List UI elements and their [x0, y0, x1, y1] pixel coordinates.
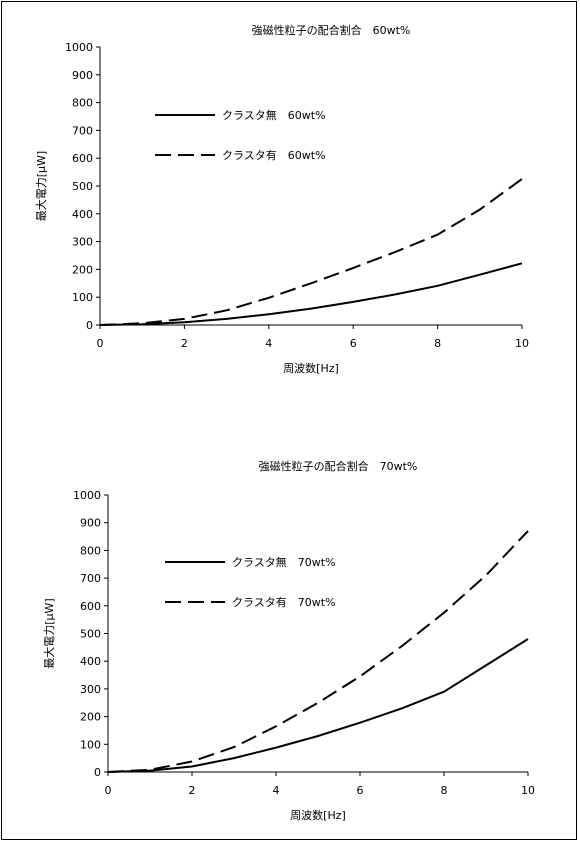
legend-label: クラスタ無 60wt% — [222, 108, 326, 122]
series-line-no-cluster — [99, 262, 523, 326]
x-tick-label: 2 — [189, 784, 196, 797]
x-axis-label: 周波数[Hz] — [290, 809, 346, 822]
y-tick-label: 500 — [72, 180, 93, 193]
chart-2: 強磁性粒子の配合割合 70wt%010020030040050060070080… — [42, 459, 535, 822]
x-tick-label: 8 — [441, 784, 448, 797]
y-axis-label: 最大電力[μW] — [34, 151, 48, 221]
series-line-no-cluster — [107, 638, 529, 773]
y-tick-label: 100 — [80, 738, 101, 751]
chart-1: 強磁性粒子の配合割合 60wt%010020030040050060070080… — [34, 23, 529, 375]
chart-title: 強磁性粒子の配合割合 60wt% — [252, 23, 411, 37]
x-tick-label: 0 — [97, 337, 104, 350]
legend-label: クラスタ無 70wt% — [232, 555, 336, 569]
y-tick-label: 900 — [72, 69, 93, 82]
y-tick-label: 1000 — [73, 489, 101, 502]
legend-label: クラスタ有 70wt% — [232, 595, 336, 609]
x-tick-label: 10 — [515, 337, 529, 350]
y-tick-label: 400 — [80, 655, 101, 668]
x-axis-label: 周波数[Hz] — [283, 362, 339, 375]
y-tick-label: 700 — [80, 572, 101, 585]
legend-label: クラスタ有 60wt% — [222, 148, 326, 162]
y-tick-label: 800 — [72, 97, 93, 110]
x-tick-label: 4 — [273, 784, 280, 797]
x-tick-label: 4 — [265, 337, 272, 350]
x-tick-label: 6 — [350, 337, 357, 350]
y-tick-label: 0 — [86, 319, 93, 332]
y-tick-label: 200 — [72, 263, 93, 276]
x-tick-label: 6 — [357, 784, 364, 797]
y-tick-label: 600 — [80, 600, 101, 613]
y-tick-label: 700 — [72, 124, 93, 137]
y-tick-label: 200 — [80, 711, 101, 724]
y-tick-label: 1000 — [65, 41, 93, 54]
y-tick-label: 800 — [80, 544, 101, 557]
y-tick-label: 0 — [94, 766, 101, 779]
x-tick-label: 0 — [105, 784, 112, 797]
x-tick-label: 2 — [181, 337, 188, 350]
x-tick-label: 10 — [521, 784, 535, 797]
chart-title: 強磁性粒子の配合割合 70wt% — [259, 459, 418, 473]
y-tick-label: 400 — [72, 208, 93, 221]
y-axis-label: 最大電力[μW] — [42, 598, 56, 668]
y-tick-label: 300 — [72, 236, 93, 249]
y-tick-label: 600 — [72, 152, 93, 165]
y-tick-label: 300 — [80, 683, 101, 696]
series-line-with-cluster — [107, 530, 529, 773]
y-tick-label: 900 — [80, 517, 101, 530]
y-tick-label: 500 — [80, 628, 101, 641]
y-tick-label: 100 — [72, 291, 93, 304]
series-line-with-cluster — [99, 178, 523, 326]
x-tick-label: 8 — [434, 337, 441, 350]
